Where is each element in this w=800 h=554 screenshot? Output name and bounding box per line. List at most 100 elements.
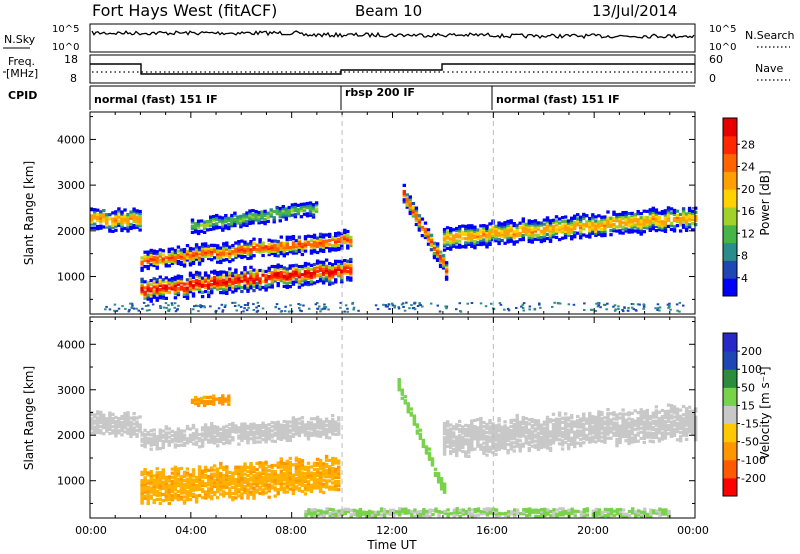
- velocity-data-cell: [288, 462, 292, 467]
- velocity-data-cell: [334, 471, 338, 475]
- power-data-cell: [290, 213, 295, 217]
- power-data-cell: [99, 212, 103, 216]
- power-data-cell: [533, 237, 538, 241]
- velocity-data-cell: [557, 419, 562, 423]
- power-data-cell: [234, 287, 238, 291]
- velocity-data-cell: [657, 416, 662, 421]
- power-data-cell: [527, 221, 531, 225]
- velocity-data-cell: [297, 464, 302, 468]
- power-data-cell: [114, 218, 118, 222]
- power-data-cell: [509, 221, 513, 225]
- velocity-data-cell: [497, 433, 501, 437]
- velocity-data-cell: [270, 476, 274, 480]
- velocity-data-cell: [249, 482, 253, 486]
- velocity-data-cell: [563, 434, 568, 438]
- velocity-data-cell: [132, 426, 136, 430]
- power-data-cell: [524, 226, 528, 230]
- power-data-cell: [188, 248, 193, 253]
- velocity-data-cell: [300, 477, 305, 481]
- power-data-cell: [539, 306, 542, 309]
- velocity-data-cell: [557, 423, 562, 427]
- velocity-data-cell: [494, 436, 498, 440]
- power-data-cell: [445, 236, 450, 240]
- velocity-data-cell: [400, 390, 404, 394]
- velocity-data-cell: [530, 426, 534, 430]
- power-data-cell: [308, 211, 313, 215]
- power-data-cell: [315, 280, 320, 284]
- velocity-data-cell: [624, 418, 628, 422]
- velocity-data-cell: [579, 417, 583, 421]
- power-data-cell: [582, 223, 586, 227]
- power-data-cell: [445, 230, 450, 234]
- power-data-cell: [105, 305, 108, 308]
- velocity-data-cell: [218, 397, 222, 401]
- power-data-cell: [222, 282, 226, 287]
- power-data-cell: [485, 245, 489, 249]
- power-data-cell: [93, 226, 97, 230]
- power-data-cell: [630, 220, 634, 224]
- power-data-cell: [563, 225, 568, 229]
- velocity-data-cell: [527, 432, 531, 436]
- power-data-cell: [676, 309, 679, 312]
- power-data-cell: [158, 275, 162, 279]
- velocity-data-cell: [657, 418, 662, 423]
- velocity-data-cell: [270, 480, 274, 484]
- power-data-cell: [291, 282, 296, 286]
- power-data-cell: [182, 292, 187, 296]
- velocity-data-cell: [200, 438, 205, 442]
- velocity-data-cell: [579, 423, 583, 427]
- power-data-cell: [246, 279, 250, 283]
- power-data-cell: [237, 240, 241, 244]
- power-data-cell: [243, 268, 247, 272]
- power-data-cell: [603, 223, 607, 227]
- power-data-cell: [467, 234, 471, 238]
- velocity-data-cell: [464, 430, 468, 434]
- power-data-cell: [497, 223, 501, 227]
- velocity-data-cell: [442, 432, 447, 436]
- velocity-data-cell: [294, 472, 299, 477]
- velocity-data-cell: [524, 435, 528, 439]
- power-data-cell: [203, 277, 208, 281]
- power-data-cell: [230, 220, 234, 224]
- power-data-cell: [324, 243, 329, 247]
- power-data-cell: [324, 239, 329, 243]
- power-data-cell: [512, 222, 516, 226]
- power-data-cell: [225, 275, 229, 279]
- velocity-data-cell: [210, 466, 214, 470]
- power-data-cell: [452, 236, 456, 240]
- velocity-data-cell: [570, 440, 574, 444]
- power-data-cell: [408, 209, 412, 213]
- velocity-data-cell: [458, 428, 462, 432]
- power-data-cell: [129, 210, 133, 214]
- velocity-data-cell: [182, 429, 187, 433]
- power-data-cell: [228, 245, 232, 249]
- power-data-cell: [142, 301, 146, 304]
- power-data-cell: [266, 211, 270, 215]
- power-data-cell: [231, 280, 235, 284]
- velocity-data-cell: [197, 445, 202, 449]
- noise-left-label: N.Sky: [4, 33, 36, 46]
- power-data-cell: [210, 243, 214, 247]
- power-data-cell: [642, 209, 646, 213]
- velocity-data-cell: [621, 432, 625, 437]
- velocity-data-cell: [630, 440, 634, 444]
- velocity-data-cell: [240, 494, 244, 498]
- velocity-data-cell: [285, 434, 289, 438]
- velocity-data-cell: [152, 434, 156, 438]
- velocity-data-cell: [276, 432, 280, 437]
- power-data-cell: [191, 275, 196, 280]
- velocity-data-cell: [570, 414, 574, 418]
- velocity-data-cell: [503, 432, 507, 436]
- power-data-cell: [506, 226, 510, 230]
- velocity-data-cell: [458, 436, 462, 440]
- power-data-cell: [334, 268, 338, 272]
- power-data-cell: [243, 244, 247, 248]
- power-data-cell: [276, 267, 280, 271]
- power-data-cell: [99, 220, 103, 224]
- power-data-cell: [182, 260, 187, 264]
- power-data-cell: [512, 240, 516, 244]
- power-data-cell: [678, 212, 683, 217]
- velocity-data-cell: [551, 425, 556, 429]
- velocity-data-cell: [246, 494, 250, 498]
- velocity-data-cell: [222, 482, 226, 486]
